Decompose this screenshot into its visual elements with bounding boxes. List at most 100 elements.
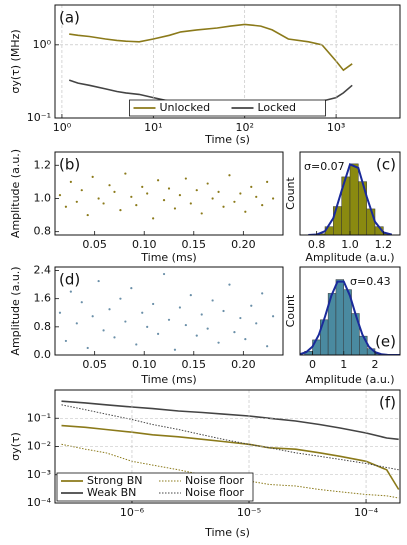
fit-curve bbox=[308, 163, 392, 235]
y-tick-label: 1.2 bbox=[34, 158, 52, 171]
plot-area bbox=[308, 163, 392, 235]
legend-label: Strong BN bbox=[87, 474, 143, 487]
y-tick-label: 10⁻⁴ bbox=[27, 496, 52, 509]
plot-area bbox=[58, 272, 275, 351]
point bbox=[250, 304, 253, 307]
point bbox=[162, 199, 166, 202]
x-tick-label: 10⁻⁵ bbox=[237, 506, 261, 519]
point bbox=[250, 185, 253, 188]
point bbox=[184, 177, 187, 180]
panel-label: (a) bbox=[59, 9, 80, 27]
y-tick-label: 1.6 bbox=[34, 292, 52, 305]
x-tick-label: 0.05 bbox=[82, 238, 107, 251]
legend-box bbox=[56, 472, 254, 502]
point bbox=[217, 341, 220, 344]
point bbox=[222, 309, 225, 313]
y-axis-label: Amplitude (a.u.) bbox=[9, 149, 22, 238]
plot-area bbox=[68, 23, 353, 111]
y-tick-label: 1.0 bbox=[34, 191, 52, 204]
panel-label: (b) bbox=[59, 156, 80, 174]
x-axis-label: Amplitude (a.u.) bbox=[305, 251, 394, 264]
x-tick-label: 10⁻⁴ bbox=[354, 506, 379, 519]
point bbox=[261, 292, 264, 295]
series-line bbox=[61, 400, 399, 441]
series-line bbox=[61, 424, 400, 490]
point bbox=[152, 217, 155, 220]
point bbox=[162, 272, 166, 276]
point bbox=[228, 174, 231, 177]
point bbox=[135, 204, 138, 207]
point bbox=[244, 338, 247, 341]
x-tick-label: 0.10 bbox=[132, 358, 157, 371]
point bbox=[102, 202, 105, 205]
x-tick-label: 1 bbox=[340, 358, 347, 371]
axes-frame bbox=[299, 151, 401, 236]
point bbox=[178, 194, 182, 197]
y-axis-label: σy(τ) (MHz) bbox=[9, 29, 22, 93]
legend-label: Noise floor bbox=[185, 486, 244, 499]
hist-bar bbox=[312, 339, 321, 355]
y-tick-label: 2.4 bbox=[34, 264, 52, 277]
point bbox=[189, 202, 192, 205]
plot-area bbox=[58, 172, 275, 220]
x-axis-label: Time (ms) bbox=[140, 373, 196, 386]
x-axis-label: Time (s) bbox=[204, 133, 250, 146]
point bbox=[80, 301, 83, 304]
point bbox=[195, 189, 198, 192]
axes-frame bbox=[54, 389, 401, 504]
y-tick-label: 10⁻¹ bbox=[27, 411, 51, 424]
point bbox=[69, 290, 72, 293]
annotation: σ=0.43 bbox=[350, 275, 391, 288]
legend-label: Weak BN bbox=[87, 486, 136, 499]
point bbox=[102, 329, 105, 332]
point bbox=[239, 316, 242, 320]
point bbox=[91, 175, 94, 178]
x-tick-label: 0.20 bbox=[231, 358, 256, 371]
point bbox=[184, 323, 187, 327]
point bbox=[113, 336, 116, 339]
x-tick-label: 1.0 bbox=[341, 238, 359, 251]
point bbox=[108, 308, 111, 311]
legend-label: Noise floor bbox=[185, 474, 244, 487]
point bbox=[200, 313, 203, 316]
point bbox=[206, 327, 209, 330]
y-tick-label: 10⁻² bbox=[27, 440, 51, 453]
point bbox=[233, 331, 236, 334]
point bbox=[266, 180, 269, 183]
point bbox=[228, 283, 231, 286]
point bbox=[58, 311, 62, 314]
point bbox=[239, 192, 242, 195]
x-tick-label: 0 bbox=[309, 358, 316, 371]
point bbox=[156, 332, 160, 335]
point bbox=[200, 212, 203, 215]
point bbox=[271, 315, 275, 318]
point bbox=[206, 182, 209, 185]
point bbox=[211, 197, 214, 200]
y-axis-label: Count bbox=[284, 176, 297, 209]
x-tick-label: 10¹ bbox=[144, 121, 162, 134]
point bbox=[64, 339, 68, 343]
axes-frame bbox=[299, 266, 401, 356]
plot-area bbox=[300, 279, 400, 355]
annotation: σ=0.07 bbox=[304, 160, 345, 173]
point bbox=[211, 299, 214, 302]
point bbox=[69, 180, 72, 183]
point bbox=[75, 200, 78, 203]
point bbox=[108, 184, 111, 187]
x-axis-label: Time (s) bbox=[204, 526, 250, 539]
point bbox=[146, 325, 149, 328]
panel-label: (f) bbox=[379, 394, 396, 412]
point bbox=[130, 195, 133, 198]
point bbox=[167, 318, 171, 321]
point bbox=[266, 345, 269, 348]
point bbox=[146, 192, 149, 195]
x-tick-label: 10⁻⁶ bbox=[120, 506, 145, 519]
point bbox=[58, 194, 62, 197]
point bbox=[124, 172, 127, 175]
hist-bar bbox=[359, 335, 368, 355]
point bbox=[152, 302, 155, 306]
y-axis-label: σy(τ) bbox=[9, 432, 22, 461]
legend-label: Locked bbox=[258, 101, 296, 114]
point bbox=[80, 189, 83, 192]
